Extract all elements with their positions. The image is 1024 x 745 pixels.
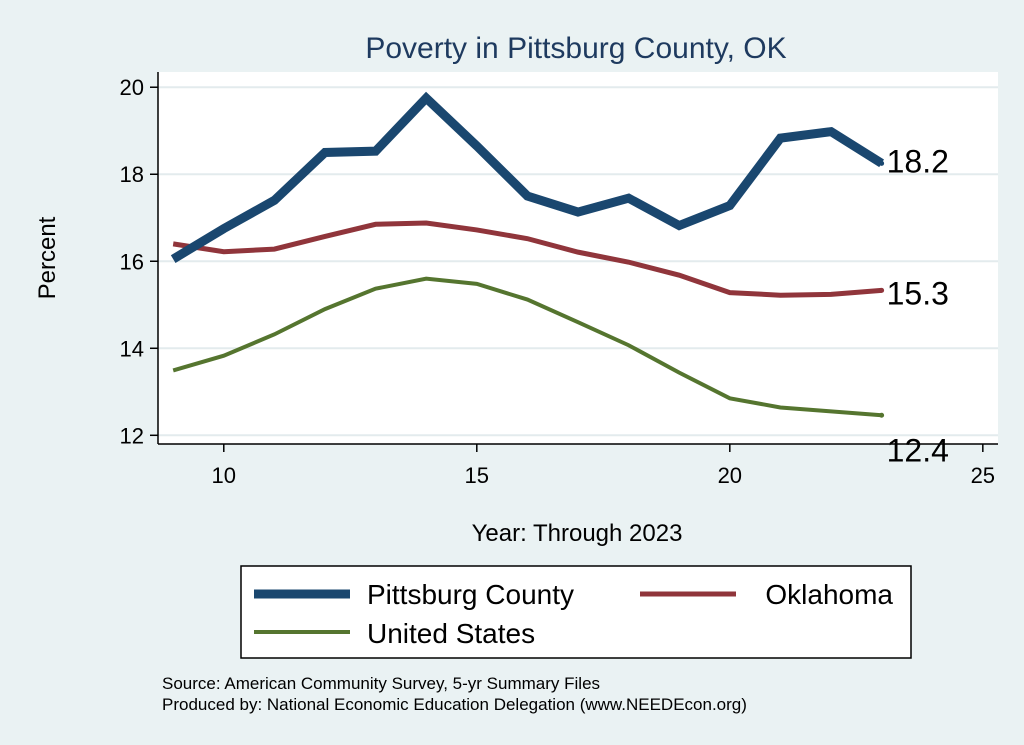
- series-line-united-states: [172, 276, 882, 418]
- y-tick-label: 16: [120, 249, 144, 274]
- series-line-oklahoma: [172, 220, 882, 298]
- x-tick-label: 20: [718, 463, 742, 488]
- chart-title: Poverty in Pittsburg County, OK: [365, 32, 786, 65]
- y-tick-label: 18: [120, 162, 144, 187]
- legend-label-united-states: United States: [367, 618, 535, 649]
- produced-by-note: Produced by: National Economic Education…: [162, 695, 747, 714]
- legend-label-pittsburg-county: Pittsburg County: [367, 579, 574, 610]
- source-note: Source: American Community Survey, 5-yr …: [162, 674, 600, 693]
- legend-items: Pittsburg County Oklahoma United States: [254, 579, 893, 649]
- y-axis-label: Percent: [34, 216, 61, 299]
- axes: [157, 72, 998, 445]
- x-tick-label: 10: [212, 463, 236, 488]
- series-lines: [170, 91, 885, 418]
- x-tick-label: 15: [465, 463, 489, 488]
- end-label-pittsburg-county: 18.2: [887, 143, 949, 179]
- legend: Pittsburg County Oklahoma United States: [240, 565, 912, 659]
- x-axis-label: Year: Through 2023: [472, 520, 683, 547]
- end-label-oklahoma: 15.3: [887, 275, 949, 311]
- y-tick-label: 12: [120, 423, 144, 448]
- plot-area: [158, 72, 998, 444]
- y-tick-label: 14: [120, 336, 144, 361]
- series-end-point-oklahoma: [879, 287, 885, 293]
- x-tick-label: 25: [971, 463, 995, 488]
- legend-label-oklahoma: Oklahoma: [765, 579, 893, 610]
- legend-box: [240, 565, 912, 659]
- end-labels: 18.2 15.3 12.4: [887, 143, 949, 468]
- y-tick-label: 20: [120, 75, 144, 100]
- series-line-pittsburg-county: [170, 91, 885, 263]
- series-end-point-pittsburg-county: [879, 160, 885, 166]
- series-end-point-united-states: [879, 412, 885, 418]
- tick-labels: 12 14 16 18 20 10 15 20 25: [120, 75, 996, 488]
- end-label-united-states: 12.4: [887, 432, 949, 468]
